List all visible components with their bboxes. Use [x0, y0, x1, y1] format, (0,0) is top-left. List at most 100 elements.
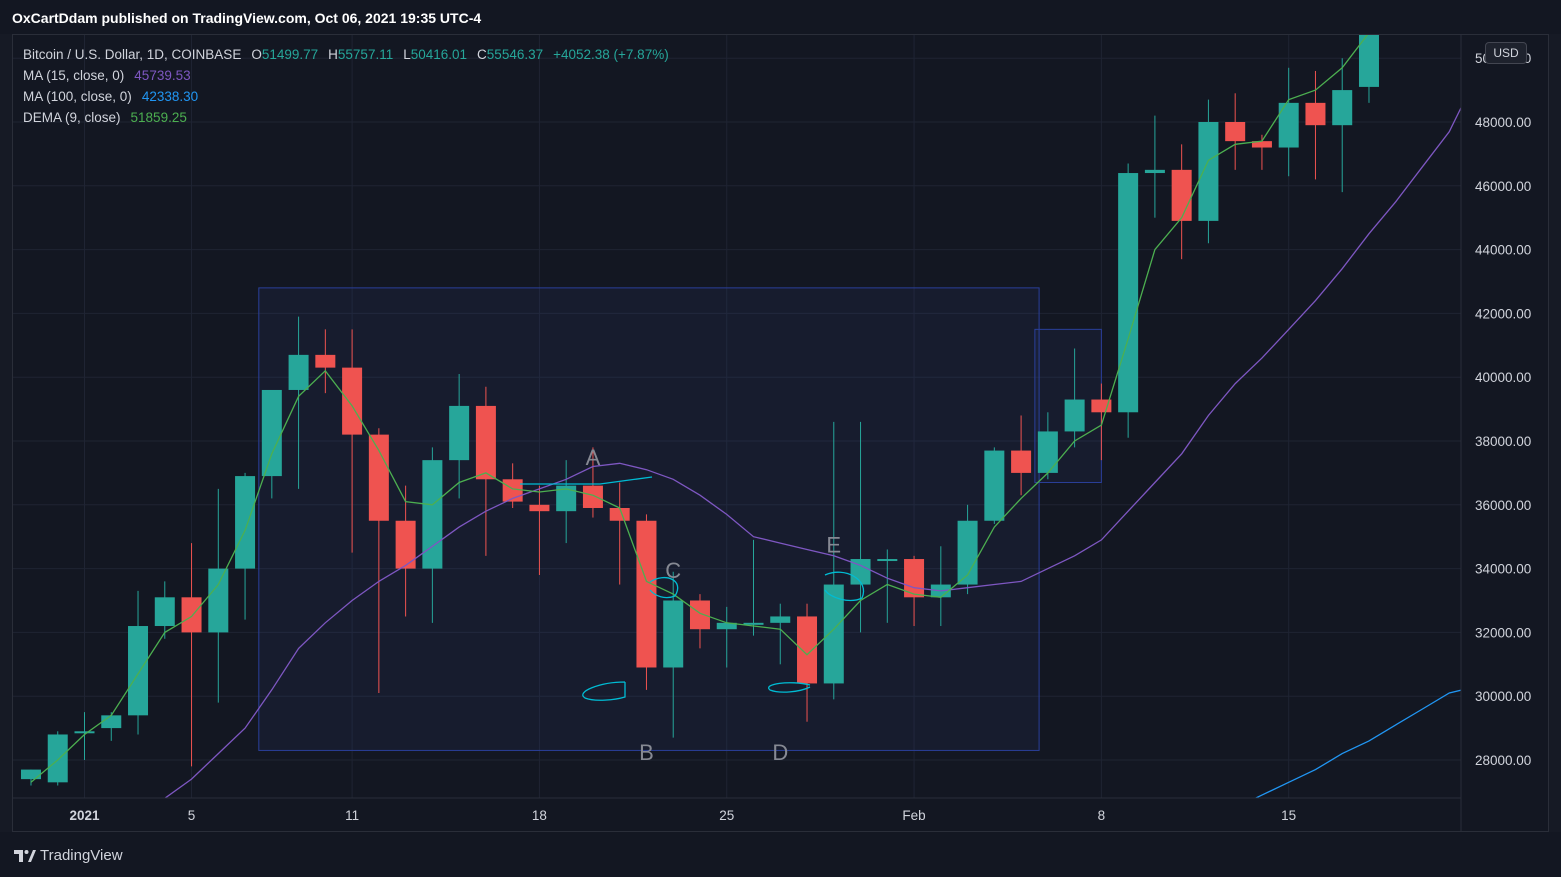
annotation-label-b: B	[639, 740, 654, 765]
candle-body	[208, 568, 229, 633]
candle-up	[823, 421, 844, 700]
legend-dema-row[interactable]: DEMA (9, close) 51859.25	[23, 107, 669, 128]
candle-down	[1011, 415, 1032, 496]
time-tick-label: 2021	[69, 808, 100, 823]
candle-body	[1225, 122, 1246, 142]
candle-body	[101, 715, 122, 729]
candle-body	[984, 450, 1005, 521]
legend-low-value: 50416.01	[410, 47, 468, 62]
annotation-label-d: D	[772, 740, 788, 765]
annotation-label-c: C	[665, 558, 681, 583]
candle-body	[1251, 141, 1272, 148]
candle-down	[1225, 93, 1246, 170]
candle-body	[288, 354, 309, 390]
candle-body	[395, 520, 416, 569]
candle-body	[1144, 169, 1165, 174]
chart-legend: Bitcoin / U.S. Dollar, 1D, COINBASE O5149…	[23, 44, 669, 128]
candle-body	[20, 769, 41, 780]
chart-canvas[interactable]: A B C D E 28000.00 30000.00 32000.00 34000.00 360…	[0, 0, 1561, 832]
candle-up	[743, 539, 764, 636]
candle-body	[689, 600, 710, 630]
dema-line	[30, 35, 1369, 783]
candle-down	[582, 447, 603, 518]
candle-up	[235, 472, 256, 620]
candle-body	[74, 731, 95, 734]
candle-body	[449, 405, 470, 461]
price-tick-label: 40000.00	[1475, 370, 1531, 385]
candle-body	[315, 354, 336, 368]
legend-high-value: 55757.11	[337, 47, 394, 62]
candle-body	[770, 616, 791, 623]
candle-up	[154, 581, 175, 639]
footer-bar	[0, 832, 1561, 877]
price-tick-label: 42000.00	[1475, 306, 1531, 321]
candle-body	[850, 559, 871, 585]
candle-body	[1118, 173, 1139, 413]
candle-down	[395, 485, 416, 617]
candle-up	[1118, 163, 1139, 438]
candle-down	[529, 485, 550, 575]
candle-up	[984, 447, 1005, 524]
candle-up	[1332, 58, 1353, 193]
candle-down	[181, 543, 202, 767]
price-tick-label: 48000.00	[1475, 115, 1531, 130]
candle-body	[797, 616, 818, 684]
time-tick-label: 18	[532, 808, 547, 823]
brand-text: TradingView	[40, 847, 123, 864]
candle-down	[315, 329, 336, 394]
legend-ma15-row[interactable]: MA (15, close, 0) 45739.53	[23, 65, 669, 86]
price-tick-label: 38000.00	[1475, 434, 1531, 449]
candle-up	[770, 603, 791, 665]
candle-up	[1064, 348, 1085, 448]
annotation-stroke	[649, 577, 679, 599]
legend-ma100-label: MA (100, close, 0)	[23, 89, 132, 104]
legend-ma100-row[interactable]: MA (100, close, 0) 42338.30	[23, 86, 669, 107]
candle-body	[1064, 399, 1085, 432]
price-tick-label: 30000.00	[1475, 689, 1531, 704]
tradingview-logo-icon	[14, 849, 36, 862]
time-tick-label: Feb	[902, 808, 925, 823]
annotation-stroke	[824, 571, 865, 602]
legend-close-label: C	[477, 47, 487, 62]
candle-down	[609, 482, 630, 585]
ma15-line	[164, 106, 1461, 798]
legend-close-value: 55546.37	[486, 47, 544, 62]
candle-body	[636, 520, 657, 668]
currency-button[interactable]: USD	[1485, 42, 1527, 64]
legend-change: +4052.38 (+7.87%)	[553, 47, 669, 62]
candle-up	[1037, 412, 1058, 480]
candle-body	[609, 507, 630, 521]
candle-body	[1305, 102, 1326, 126]
candle-up	[47, 731, 68, 786]
tradingview-brand[interactable]: TradingView	[14, 847, 123, 864]
candle-up	[850, 421, 871, 633]
price-tick-label: 46000.00	[1475, 179, 1531, 194]
legend-high-label: H	[328, 47, 338, 62]
legend-symbol[interactable]: Bitcoin / U.S. Dollar, 1D, COINBASE	[23, 47, 242, 62]
candle-up	[261, 389, 282, 499]
candle-down	[689, 594, 710, 649]
legend-dema-label: DEMA (9, close)	[23, 110, 121, 125]
candle-up	[422, 447, 443, 623]
publisher-bar: OxCartDdam published on TradingView.com,…	[0, 0, 1561, 34]
plot-area: A B C D E	[13, 35, 1461, 798]
candle-body	[154, 597, 175, 627]
rectangle-drawing	[258, 287, 1040, 751]
candle-down	[475, 386, 496, 556]
candle-body	[1332, 90, 1353, 126]
candle-body	[1198, 122, 1219, 221]
publisher-text: OxCartDdam published on TradingView.com,…	[12, 10, 482, 26]
candle-body	[556, 485, 577, 512]
candle-body	[261, 389, 282, 477]
candle-down	[368, 428, 389, 694]
candle-down	[797, 603, 818, 722]
candle-body	[529, 504, 550, 512]
candle-up	[74, 712, 95, 760]
candle-up	[449, 374, 470, 499]
candle-up	[663, 571, 684, 738]
candle-body	[582, 485, 603, 508]
candle-down	[636, 514, 657, 690]
candle-up	[877, 549, 898, 623]
candle-body	[957, 520, 978, 585]
candle-body	[422, 460, 443, 569]
